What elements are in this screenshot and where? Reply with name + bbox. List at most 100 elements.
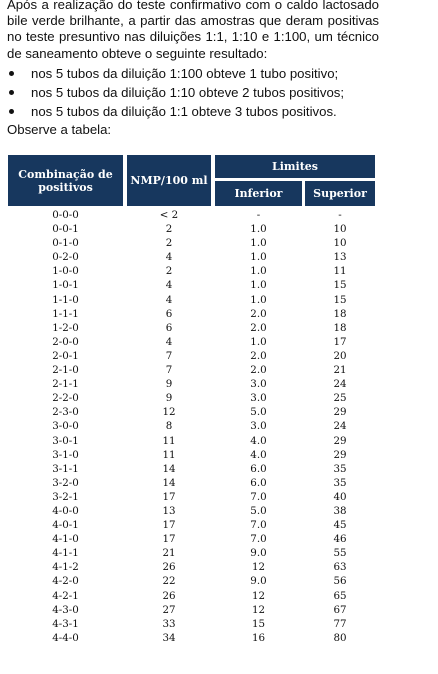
cell-upper: 77: [333, 617, 347, 630]
bullet-icon: [9, 108, 14, 114]
list-item: nos 5 tubos da diluição 1:10 obteve 2 tu…: [7, 83, 379, 102]
cell-lower: 5.0: [250, 406, 267, 419]
cell-lower: 1.0: [250, 251, 267, 264]
cell-lower: 7.0: [250, 490, 267, 503]
cell-upper: 45: [333, 519, 347, 532]
table-row: 4-3-1 33 15 77: [0, 617, 438, 631]
cell-upper: 46: [333, 533, 347, 546]
cell-upper: 29: [333, 434, 347, 447]
cell-combination: 4-3-0: [52, 603, 79, 616]
cell-lower: 4.0: [250, 448, 267, 461]
cell-upper: 15: [333, 293, 347, 306]
table-row: 3-0-0 8 3.0 24: [0, 419, 438, 433]
list-item-text: nos 5 tubos da diluição 1:10 obteve 2 tu…: [31, 84, 345, 100]
cell-lower: 16: [251, 631, 266, 644]
header-combination: Combinação de positivos: [8, 155, 123, 206]
table-row: 0-2-0 4 1.0 13: [0, 250, 438, 264]
table-row: 2-2-0 9 3.0 25: [0, 391, 438, 405]
cell-combination: 4-0-1: [52, 519, 79, 532]
cell-lower: 1.0: [250, 223, 267, 236]
table-row: 2-1-1 9 3.0 24: [0, 377, 438, 391]
table-row: 2-0-0 4 1.0 17: [0, 335, 438, 349]
cell-combination: 2-2-0: [52, 392, 79, 405]
cell-nmp: 2: [165, 237, 173, 250]
table-row: 4-2-0 22 9.0 56: [0, 574, 438, 588]
cell-combination: 1-2-0: [52, 321, 79, 334]
list-item-text: nos 5 tubos da diluição 1:1 obteve 3 tub…: [31, 103, 337, 119]
cell-combination: 2-1-1: [52, 378, 79, 391]
cell-nmp: 8: [165, 420, 173, 433]
cell-upper: 24: [333, 378, 347, 391]
cell-upper: 67: [333, 603, 347, 616]
cell-upper: 55: [333, 547, 347, 560]
cell-combination: 0-0-1: [52, 223, 79, 236]
cell-upper: 29: [333, 448, 347, 461]
cell-upper: -: [338, 209, 342, 221]
cell-lower: 4.0: [250, 434, 267, 447]
cell-nmp: 9: [165, 378, 173, 391]
table-row: 3-2-0 14 6.0 35: [0, 476, 438, 490]
cell-upper: 38: [333, 504, 347, 517]
cell-lower: 3.0: [250, 378, 267, 391]
cell-combination: 4-1-2: [52, 561, 79, 574]
cell-nmp: 17: [162, 490, 176, 503]
cell-combination: 4-1-0: [52, 533, 79, 546]
table-row: 2-1-0 7 2.0 21: [0, 363, 438, 377]
cell-nmp: 12: [162, 406, 176, 419]
cell-nmp: 4: [165, 251, 173, 264]
cell-lower: 6.0: [250, 476, 267, 489]
table-row: 3-1-1 14 6.0 35: [0, 462, 438, 476]
cell-nmp: 17: [162, 533, 176, 546]
cell-lower: 12: [251, 561, 266, 574]
cell-combination: 1-0-1: [52, 279, 79, 292]
cell-nmp: 6: [165, 307, 173, 320]
cell-upper: 18: [333, 321, 347, 334]
cell-upper: 25: [333, 392, 347, 405]
table-row: 4-0-1 17 7.0 45: [0, 518, 438, 532]
cell-lower: 1.0: [250, 265, 267, 278]
cell-upper: 40: [333, 490, 347, 503]
table-row: 1-0-0 2 1.0 11: [0, 264, 438, 278]
cell-nmp: 33: [162, 617, 176, 630]
table-row: 1-0-1 4 1.0 15: [0, 278, 438, 292]
cell-lower: 3.0: [250, 420, 267, 433]
table-row: 0-0-1 2 1.0 10: [0, 222, 438, 236]
cell-combination: 0-0-0: [52, 209, 79, 221]
cell-lower: 1.0: [250, 293, 267, 306]
table-row: 1-2-0 6 2.0 18: [0, 321, 438, 335]
cell-lower: 7.0: [250, 519, 267, 532]
cell-lower: 9.0: [250, 575, 267, 588]
table-row: 4-1-2 26 12 63: [0, 560, 438, 574]
table-row: 1-1-1 6 2.0 18: [0, 307, 438, 321]
cell-combination: 4-4-0: [52, 631, 79, 644]
list-item: nos 5 tubos da diluição 1:1 obteve 3 tub…: [7, 102, 379, 121]
table-row: 4-4-0 34 16 80: [0, 631, 438, 645]
bullet-icon: [9, 70, 14, 76]
cell-lower: 15: [251, 617, 266, 630]
table-row: 0-1-0 2 1.0 10: [0, 236, 438, 250]
header-limits: Limites: [215, 155, 375, 178]
cell-lower: 1.0: [250, 335, 267, 348]
cell-nmp: 22: [162, 575, 176, 588]
header-lower: Inferior: [215, 181, 302, 206]
header-nmp: NMP/100 ml: [127, 155, 211, 206]
cell-combination: 4-2-1: [52, 589, 79, 602]
cell-nmp: 26: [162, 561, 176, 574]
cell-combination: 4-0-0: [52, 504, 79, 517]
cell-upper: 10: [333, 237, 347, 250]
cell-upper: 24: [333, 420, 347, 433]
cell-lower: 6.0: [250, 462, 267, 475]
cell-upper: 18: [333, 307, 347, 320]
cell-upper: 20: [333, 349, 347, 362]
cell-upper: 29: [333, 406, 347, 419]
table-row: 3-1-0 11 4.0 29: [0, 448, 438, 462]
cell-nmp: 7: [165, 364, 173, 377]
table-row: 0-0-0 < 2 - -: [0, 208, 438, 222]
table-row: 4-2-1 26 12 65: [0, 589, 438, 603]
cell-nmp: 34: [162, 631, 176, 644]
cell-lower: 1.0: [250, 279, 267, 292]
table-body: 0-0-0 < 2 - - 0-0-1 2 1.0 10 0-1-0 2 1.0 10 0-2-0 4 1.…: [0, 208, 438, 645]
cell-lower: 1.0: [250, 237, 267, 250]
table-row: 3-2-1 17 7.0 40: [0, 490, 438, 504]
cell-nmp: 27: [162, 603, 176, 616]
